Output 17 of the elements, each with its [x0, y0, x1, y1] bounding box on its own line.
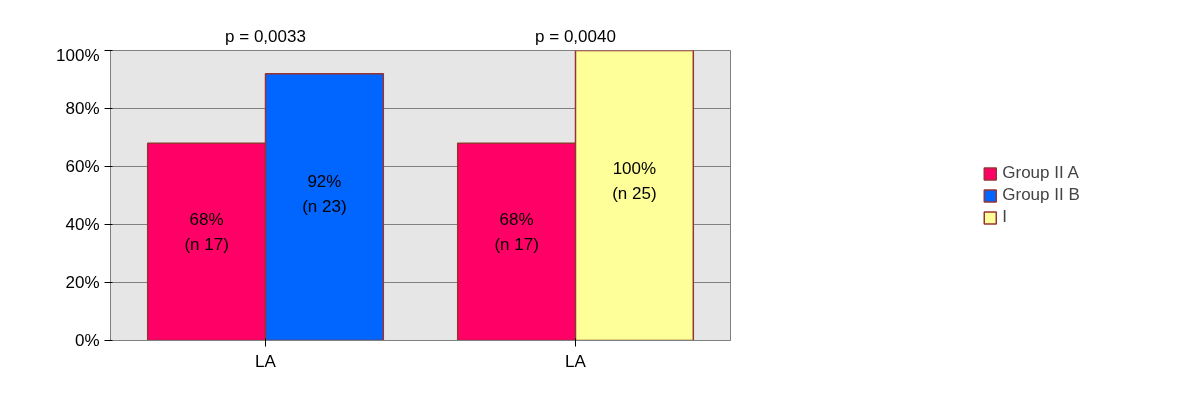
data-label: 92% (n 23): [302, 171, 347, 216]
y-tick-label: 40%: [65, 215, 100, 234]
data-label: 68% (n 17): [494, 210, 539, 254]
x-tick-label: LA: [255, 351, 277, 371]
y-tick-label: 80%: [65, 99, 100, 118]
text: p = 0,0033: [225, 26, 306, 46]
data-label: 100% (n 25): [612, 159, 657, 203]
legend-label: I: [1002, 207, 1008, 227]
y-tick-label: 100%: [56, 45, 100, 65]
legend-label: Group II B: [1002, 185, 1080, 205]
data-label: 68% (n 17): [184, 210, 229, 254]
text: p = 0,0040: [535, 26, 616, 46]
y-tick-label: 0%: [74, 331, 100, 350]
y-tick-label: 20%: [65, 273, 100, 292]
y-tick-label: 60%: [65, 157, 100, 176]
legend-label: Group II A: [1002, 163, 1079, 183]
x-tick-label: LA: [565, 351, 587, 371]
